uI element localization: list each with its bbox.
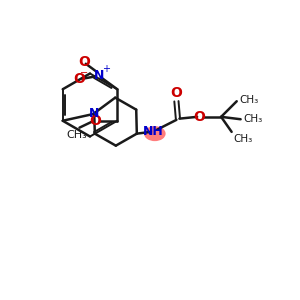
Text: NH: NH <box>143 125 164 138</box>
Text: +: + <box>102 64 110 74</box>
Text: O: O <box>73 72 85 86</box>
Text: O: O <box>90 114 102 128</box>
Text: O: O <box>78 55 90 69</box>
Text: CH₃: CH₃ <box>243 114 262 124</box>
Text: CH₃: CH₃ <box>67 130 88 140</box>
Text: N: N <box>89 107 99 120</box>
Text: −: − <box>80 68 88 78</box>
Ellipse shape <box>144 126 166 141</box>
Text: CH₃: CH₃ <box>233 134 252 144</box>
Text: CH₃: CH₃ <box>239 95 258 105</box>
Text: O: O <box>194 110 206 124</box>
Text: O: O <box>170 86 182 100</box>
Text: N: N <box>94 69 104 82</box>
